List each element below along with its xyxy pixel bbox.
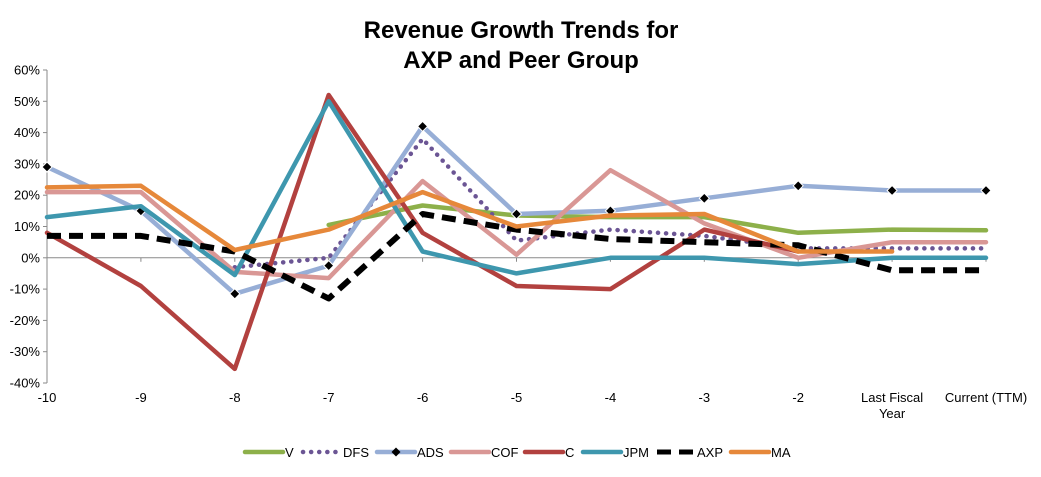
legend-item-jpm: JPM bbox=[580, 445, 649, 460]
y-tick-label: -30% bbox=[10, 344, 41, 359]
legend-label: MA bbox=[771, 445, 791, 460]
series-line-v bbox=[326, 203, 989, 236]
data-point bbox=[792, 180, 804, 192]
legend-label: C bbox=[565, 445, 574, 460]
x-tick-label: Current (TTM) bbox=[945, 390, 1027, 405]
y-tick-label: 30% bbox=[14, 156, 40, 171]
legend-item-ads: ADS bbox=[374, 445, 444, 460]
legend-item-axp: AXP bbox=[657, 445, 723, 460]
legend-label: COF bbox=[491, 445, 519, 460]
series-line-axp bbox=[47, 211, 986, 302]
x-tick-label: -6 bbox=[417, 390, 429, 405]
legend-label: ADS bbox=[417, 445, 444, 460]
data-point bbox=[510, 208, 523, 220]
series-axp bbox=[47, 211, 986, 302]
series-line-c bbox=[44, 92, 801, 372]
chart-title-line-1: Revenue Growth Trends for bbox=[364, 17, 679, 44]
data-point bbox=[41, 161, 53, 173]
y-tick-label: 10% bbox=[14, 219, 40, 234]
legend-item-cof: COF bbox=[448, 445, 519, 460]
x-tick-label: -4 bbox=[605, 390, 617, 405]
y-tick-label: -10% bbox=[10, 282, 41, 297]
x-tick-label: -8 bbox=[229, 390, 241, 405]
chart-title-line-2: AXP and Peer Group bbox=[403, 47, 639, 74]
x-tick-label: -2 bbox=[792, 390, 804, 405]
x-tick-label: Last Fiscal Year bbox=[861, 390, 923, 421]
y-tick-label: -20% bbox=[10, 313, 41, 328]
legend-item-v: V bbox=[242, 445, 294, 460]
y-tick-label: -40% bbox=[10, 376, 41, 391]
series-v bbox=[326, 203, 989, 236]
series-lines bbox=[41, 92, 992, 372]
x-tick-label: -5 bbox=[511, 390, 523, 405]
series-line-ma bbox=[44, 183, 895, 254]
series-line-jpm bbox=[44, 99, 989, 278]
legend-item-c: C bbox=[522, 445, 574, 460]
data-point bbox=[886, 184, 898, 197]
x-tick-label: -9 bbox=[135, 390, 147, 405]
data-point bbox=[416, 120, 429, 133]
legend-item-ma: MA bbox=[728, 445, 791, 460]
y-tick-label: 0% bbox=[21, 250, 40, 265]
x-tick-label: -3 bbox=[699, 390, 711, 405]
legend: V DFS ADS COF C JPM AXP MA bbox=[242, 445, 791, 460]
legend-item-dfs: DFS bbox=[300, 445, 369, 460]
x-tick-label: -7 bbox=[323, 390, 335, 405]
data-point bbox=[980, 184, 992, 197]
legend-label: V bbox=[285, 445, 294, 460]
series-line-dfs bbox=[232, 136, 989, 270]
data-point bbox=[229, 288, 241, 300]
series-c bbox=[44, 92, 801, 372]
series-ma bbox=[44, 183, 895, 254]
legend-label: DFS bbox=[343, 445, 369, 460]
data-point bbox=[322, 259, 335, 272]
series-dfs bbox=[232, 136, 989, 270]
y-tick-label: 20% bbox=[14, 188, 40, 203]
y-tick-label: 60% bbox=[14, 63, 40, 78]
series-jpm bbox=[44, 99, 989, 278]
axes: -40% -30% -20% -10% 0% 10% 20% 30% 40% 50% 60% -10 -… bbox=[10, 63, 1028, 422]
data-point bbox=[698, 192, 711, 205]
y-tick-label: 40% bbox=[14, 125, 40, 140]
legend-label: AXP bbox=[697, 445, 723, 460]
x-tick-label: -10 bbox=[38, 390, 57, 405]
y-tick-label: 50% bbox=[14, 94, 40, 109]
legend-label: JPM bbox=[623, 445, 649, 460]
legend-marker bbox=[391, 447, 401, 457]
